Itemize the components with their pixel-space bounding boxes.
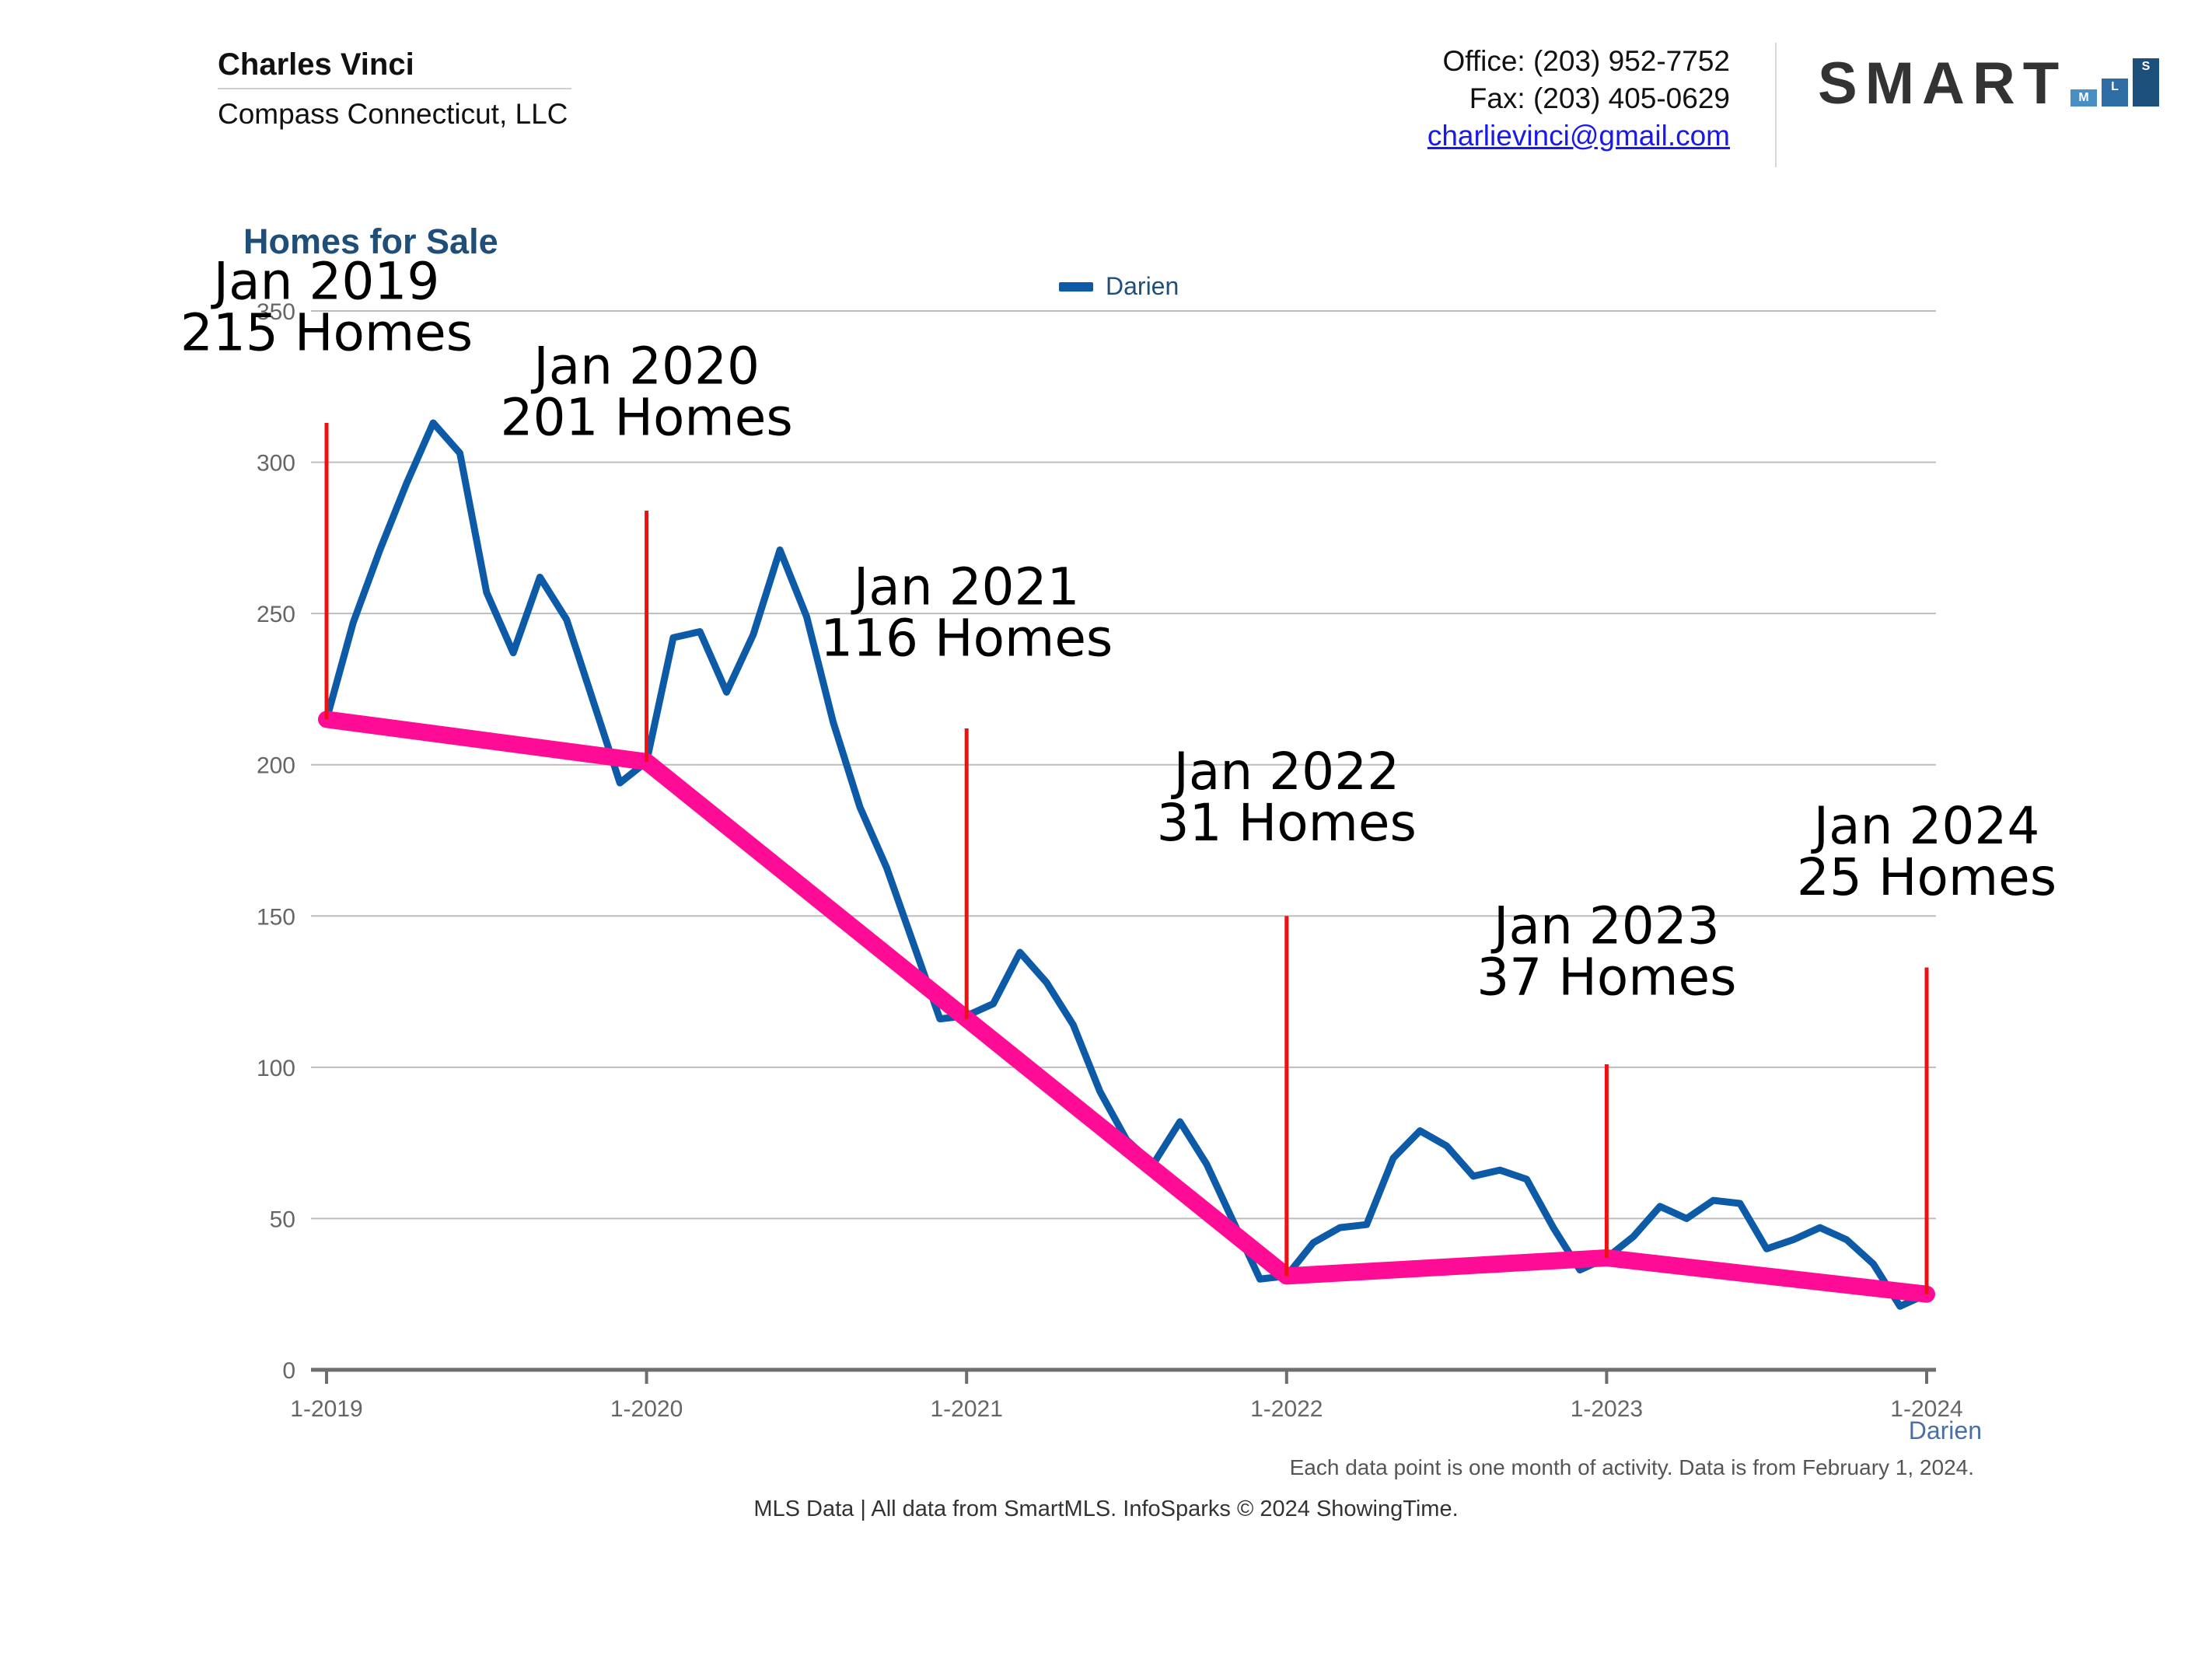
agent-name: Charles Vinci	[218, 47, 414, 82]
annotation-date: Jan 2024	[1811, 796, 2040, 856]
smartmls-logo: SMART M L S	[1818, 51, 2160, 117]
annotation-count: 31 Homes	[1157, 793, 1417, 853]
annotation-count: 25 Homes	[1797, 847, 2056, 907]
agent-divider	[218, 88, 571, 89]
y-tick-label: 0	[282, 1358, 295, 1384]
chart-legend[interactable]: Darien	[1059, 272, 1179, 301]
x-tick-label: 1-2019	[290, 1396, 362, 1422]
y-tick-label: 200	[257, 753, 295, 779]
annotation-count: 215 Homes	[180, 303, 473, 363]
footer-credit: MLS Data | All data from SmartMLS. InfoS…	[753, 1497, 1459, 1521]
y-tick-label: 250	[257, 602, 295, 627]
x-tick-label: 1-2021	[930, 1396, 1002, 1422]
y-tick-label: 100	[257, 1056, 295, 1081]
y-tick-label: 150	[257, 904, 295, 930]
annotation-count: 201 Homes	[500, 388, 792, 448]
x-tick-label: 1-2022	[1250, 1396, 1323, 1422]
email-link[interactable]: charlievinci@gmail.com	[1427, 120, 1730, 152]
header-divider	[1775, 43, 1777, 167]
x-tick-label: 1-2023	[1571, 1396, 1643, 1422]
office-phone: Office: (203) 952-7752	[1442, 45, 1730, 77]
annotation-date: Jan 2020	[530, 337, 760, 396]
x-tick-label: 1-2024	[1890, 1396, 1962, 1422]
logo-bars-icon: M L S	[2070, 58, 2160, 107]
logo-bar-l: L	[2102, 79, 2128, 107]
agent-block: Charles Vinci Compass Connecticut, LLC	[218, 43, 571, 134]
trend-line	[318, 711, 1935, 1303]
data-note: Each data point is one month of activity…	[1289, 1455, 1974, 1479]
annotation-date: Jan 2019	[211, 252, 440, 312]
annotation-date: Jan 2023	[1490, 896, 1720, 955]
y-tick-label: 50	[270, 1207, 295, 1232]
annotation-date: Jan 2022	[1170, 742, 1400, 802]
logo-bar-m: M	[2070, 89, 2097, 107]
y-tick-label: 350	[257, 299, 295, 325]
logo-wordmark: SMART	[1818, 51, 2067, 117]
series-line-darien	[323, 419, 1931, 1310]
x-tick-label: 1-2020	[610, 1396, 683, 1422]
legend-swatch	[1059, 281, 1093, 292]
agent-company: Compass Connecticut, LLC	[218, 98, 568, 130]
contact-block: Office: (203) 952-7752 Fax: (203) 405-06…	[1427, 43, 1730, 155]
annotation-count: 116 Homes	[820, 609, 1113, 669]
annotation-count: 37 Homes	[1476, 947, 1736, 1007]
logo-bar-s: S	[2133, 58, 2159, 107]
y-tick-label: 300	[257, 451, 295, 477]
annotation-date: Jan 2021	[851, 557, 1080, 617]
legend-label: Darien	[1106, 272, 1179, 300]
x-axis-name: Darien	[1908, 1416, 1982, 1444]
chart-title: Homes for Sale	[243, 222, 498, 261]
fax-number: Fax: (203) 405-0629	[1469, 82, 1730, 114]
